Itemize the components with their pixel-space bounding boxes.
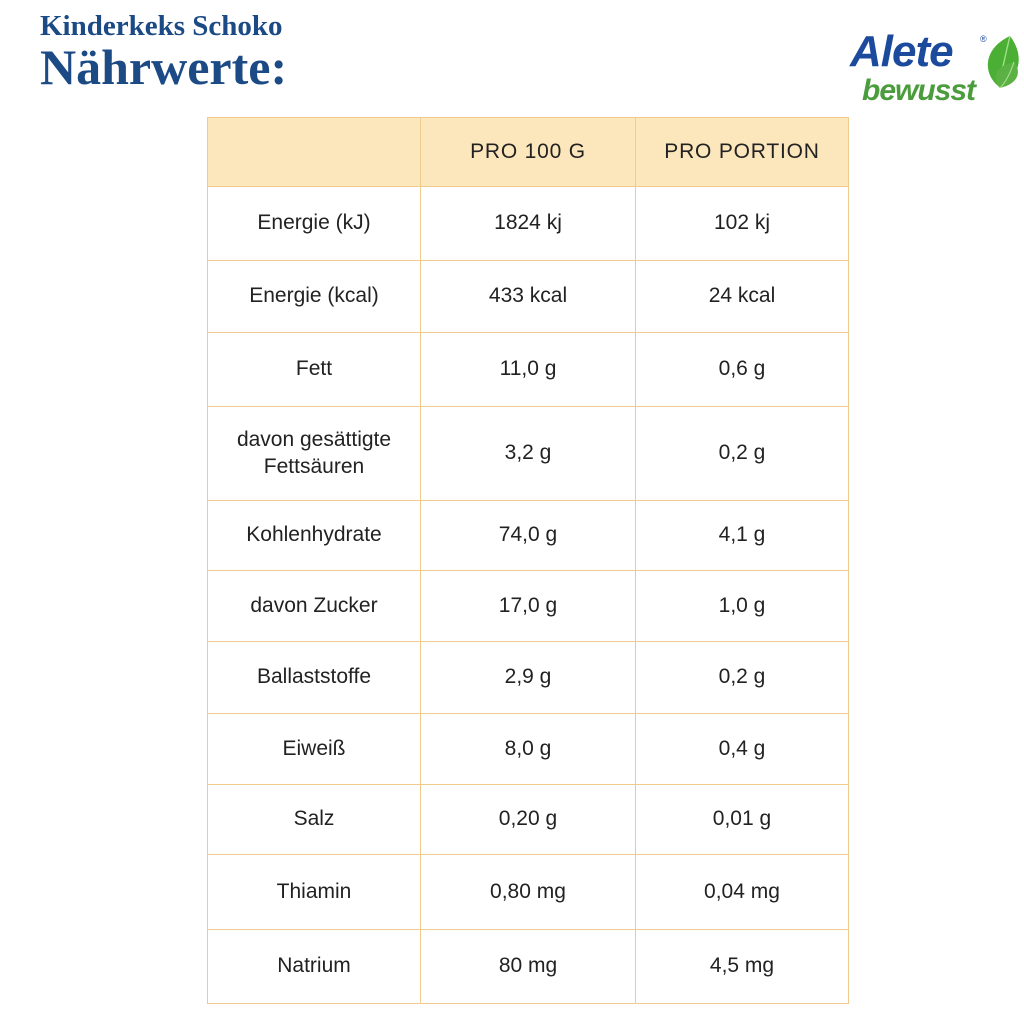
svg-text:Alete: Alete [849, 27, 953, 76]
svg-text:®: ® [980, 34, 987, 44]
svg-text:bewusst: bewusst [862, 74, 978, 107]
